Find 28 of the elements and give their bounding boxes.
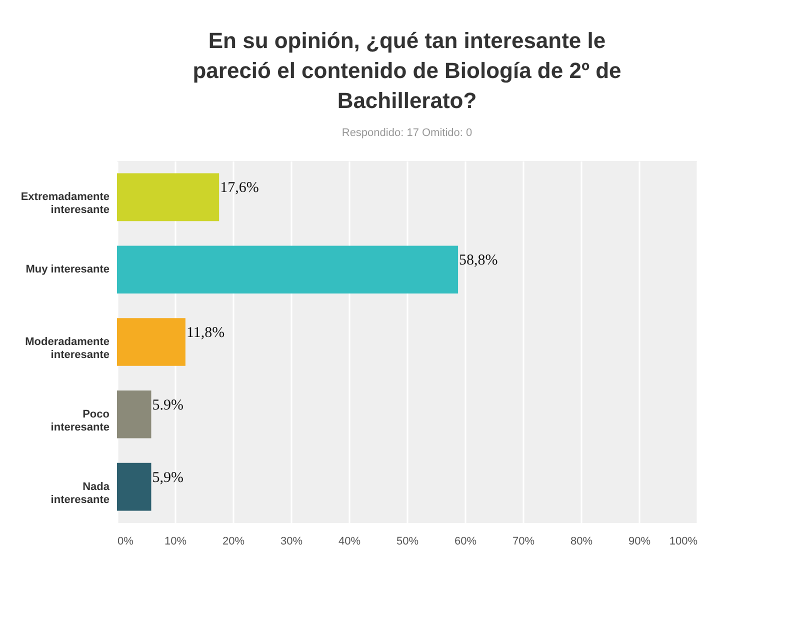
y-tick-label: Extremadamente interesante (20, 191, 110, 216)
x-tick-label: 30% (280, 536, 303, 548)
chart-subtitle: Respondido: 17 Omitido: 0 (342, 127, 472, 139)
x-tick-label: 80% (570, 536, 593, 548)
x-tick-label: 100% (669, 536, 698, 548)
y-tick-label: Moderadamente interesante (25, 336, 110, 361)
x-tick-label: 50% (396, 536, 419, 548)
data-label: 11,8% (186, 325, 225, 341)
bar (117, 390, 152, 438)
x-tick-label: 90% (628, 536, 651, 548)
x-tick-label: 70% (512, 536, 535, 548)
y-tick-label: Poco interesante (50, 408, 110, 434)
chart-title: En su opinión, ¿qué tan interesante le pareció el contenido de Biología de 2º de Bachillerato? (192, 28, 622, 113)
bar (117, 318, 186, 366)
x-tick-label: 60% (454, 536, 477, 548)
x-tick-label: 20% (222, 536, 245, 548)
x-tick-label: 10% (164, 536, 187, 548)
data-label: 5,9% (152, 470, 184, 486)
y-tick-label: Nada interesante (50, 480, 110, 506)
data-label: 58,8% (459, 252, 498, 269)
bar (117, 173, 220, 222)
x-tick-label: 40% (338, 536, 361, 548)
data-label: 5.9% (152, 397, 184, 414)
bar (117, 462, 152, 511)
bar (117, 246, 458, 294)
x-tick-label: 0% (118, 536, 134, 548)
data-label: 17,6% (220, 180, 259, 196)
y-tick-label: Muy interesante (26, 264, 110, 276)
